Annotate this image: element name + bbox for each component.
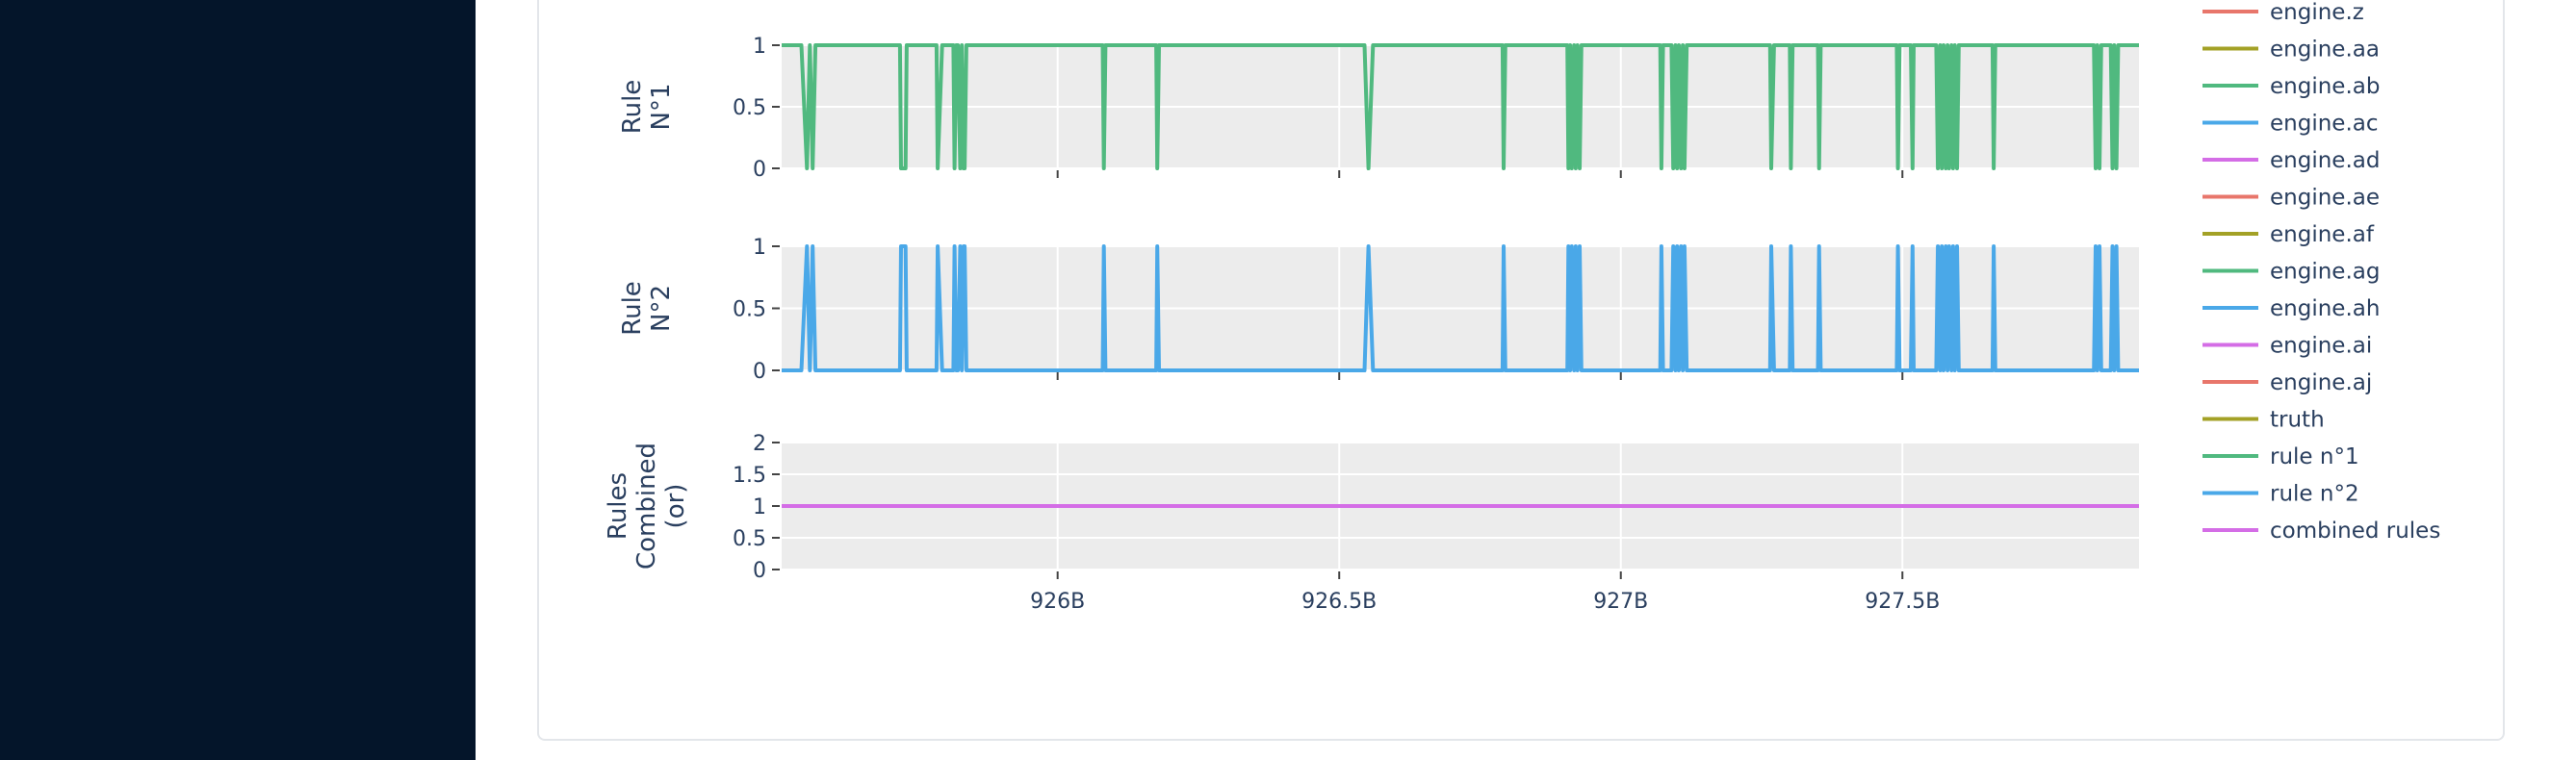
subplot-rule2: 0 0.5 1 RuleN°2 xyxy=(618,236,2139,384)
subplot-combined: 0 0.5 1 1.5 2 RulesCombined(or) xyxy=(604,432,2139,583)
subplot-rule1: 0 0.5 1 RuleN°1 xyxy=(618,35,2139,182)
legend-item[interactable]: engine.ac xyxy=(2202,112,2379,137)
y-tick-label: 0.5 xyxy=(733,527,766,551)
y-tick-label: 0.5 xyxy=(733,96,766,120)
legend-item[interactable]: engine.ab xyxy=(2202,74,2380,99)
y-axis-title-line: (or) xyxy=(661,484,690,529)
legend-item[interactable]: rule n°1 xyxy=(2202,444,2359,469)
legend-item[interactable]: engine.ag xyxy=(2202,260,2380,285)
legend-label: combined rules xyxy=(2270,519,2440,544)
legend-label: engine.z xyxy=(2270,0,2364,25)
legend-label: engine.aj xyxy=(2270,370,2372,395)
legend-item[interactable]: truth xyxy=(2202,408,2325,433)
legend-label: engine.ab xyxy=(2270,74,2380,99)
y-tick-label: 0 xyxy=(753,559,766,583)
x-tick-label: 926B xyxy=(1030,590,1085,614)
y-axis-title-line: N°2 xyxy=(647,285,676,332)
series-line-rule1[interactable] xyxy=(782,43,2139,170)
legend-item[interactable]: engine.ae xyxy=(2202,186,2380,211)
plots-layer: 00.51RuleN°100.51RuleN°200.511.52RulesCo… xyxy=(604,35,2139,614)
legend-label: rule n°2 xyxy=(2270,482,2359,507)
legend-item[interactable]: engine.ah xyxy=(2202,296,2380,321)
legend-label: engine.aa xyxy=(2270,38,2380,63)
y-axis-title: RuleN°2 xyxy=(618,281,676,336)
legend-label: engine.ag xyxy=(2270,260,2380,285)
legend-item[interactable]: engine.af xyxy=(2202,222,2375,247)
legend-label: truth xyxy=(2270,408,2325,433)
y-tick-label: 0 xyxy=(753,360,766,384)
legend-item[interactable]: engine.ai xyxy=(2202,334,2372,359)
legend-label: engine.ad xyxy=(2270,148,2380,173)
legend-label: engine.ah xyxy=(2270,296,2380,321)
y-axis-title-line: Combined xyxy=(632,443,661,570)
y-axis-title-line: Rule xyxy=(618,80,647,135)
legend-label: engine.ae xyxy=(2270,186,2380,211)
series-line-rule2[interactable] xyxy=(782,244,2139,372)
y-tick-label: 0 xyxy=(753,158,766,182)
legend-label: engine.ac xyxy=(2270,112,2379,137)
x-tick-label: 926.5B xyxy=(1301,590,1377,614)
legend-item[interactable]: engine.aj xyxy=(2202,370,2372,395)
y-tick-label: 1.5 xyxy=(733,464,766,488)
legend[interactable]: engine.z engine.aa engine.ab engine.ac engin… xyxy=(2202,0,2440,544)
y-axis-title-line: Rule xyxy=(618,281,647,336)
x-tick-label: 927.5B xyxy=(1865,590,1940,614)
y-tick-label: 0.5 xyxy=(733,298,766,322)
y-tick-label: 2 xyxy=(753,432,766,456)
y-tick-label: 1 xyxy=(753,35,766,59)
legend-item[interactable]: engine.ad xyxy=(2202,148,2380,173)
legend-label: rule n°1 xyxy=(2270,444,2359,469)
legend-item[interactable]: engine.z xyxy=(2202,0,2364,25)
x-tick-label: 927B xyxy=(1593,590,1648,614)
y-tick-label: 1 xyxy=(753,495,766,519)
y-axis-title: RuleN°1 xyxy=(618,80,676,135)
sidebar xyxy=(0,0,476,760)
legend-label: engine.ai xyxy=(2270,334,2372,359)
legend-item[interactable]: combined rules xyxy=(2202,519,2440,544)
y-axis-title-line: N°1 xyxy=(647,84,676,131)
legend-label: engine.af xyxy=(2270,222,2375,247)
y-tick-label: 1 xyxy=(753,236,766,260)
y-axis-title: RulesCombined(or) xyxy=(604,443,690,570)
legend-item[interactable]: engine.aa xyxy=(2202,38,2380,63)
y-axis-title-line: Rules xyxy=(604,472,632,540)
legend-item[interactable]: rule n°2 xyxy=(2202,482,2359,507)
